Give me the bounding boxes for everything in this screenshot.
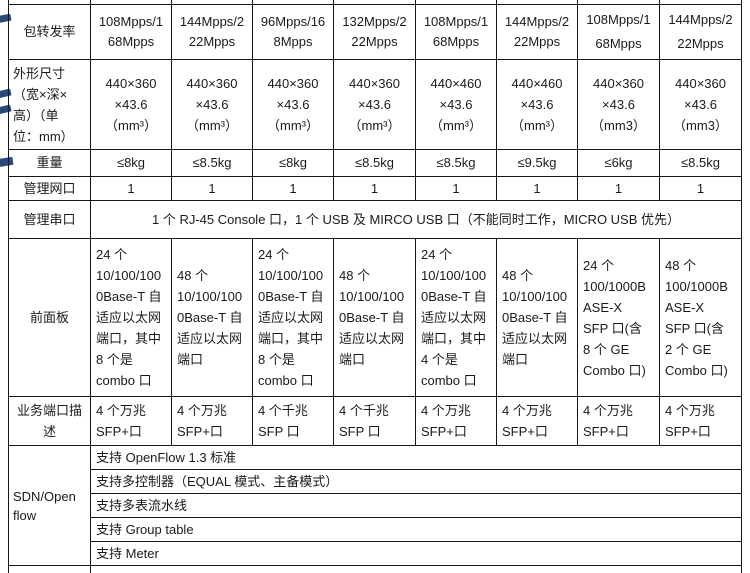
spec-cell: 144Mpps/2 22Mpps xyxy=(660,5,742,60)
spec-cell: 48 个 10/100/100 0Base-T 自 适应以太网 端口 xyxy=(172,239,253,397)
spec-cell: 440×460 ×43.6 （mm³） xyxy=(416,60,497,150)
spec-cell: 1 xyxy=(578,177,660,201)
spec-cell: 440×360 ×43.6 （mm³） xyxy=(334,60,416,150)
table-row-sdn: 支持多控制器（EQUAL 模式、主备模式） xyxy=(9,470,742,494)
spec-cell: ≤8kg xyxy=(253,150,334,177)
table-row-mgmt-port: 管理网口 1 1 1 1 1 1 1 1 xyxy=(9,177,742,201)
spec-cell-serial-span: 1 个 RJ-45 Console 口，1 个 USB 及 MIRCO USB … xyxy=(91,201,742,239)
sdn-feature-cell: 支持 Group table xyxy=(91,518,742,542)
spec-cell: ≤9.5kg xyxy=(497,150,578,177)
spec-cell: 1 xyxy=(660,177,742,201)
spec-cell: ≤8.5kg xyxy=(172,150,253,177)
spec-cell: 96Mpps/16 8Mpps xyxy=(253,5,334,60)
spec-cell: 24 个 100/1000B ASE-X SFP 口(含 8 个 GE Comb… xyxy=(578,239,660,397)
spec-cell: 24 个 10/100/100 0Base-T 自 适应以太网 端口，其中 4 … xyxy=(416,239,497,397)
spec-cell: 48 个 10/100/100 0Base-T 自 适应以太网 端口 xyxy=(497,239,578,397)
spec-cell: 4 个万兆 SFP+口 xyxy=(660,397,742,446)
spec-cell: 1 xyxy=(172,177,253,201)
spec-cell: 1 xyxy=(416,177,497,201)
spec-cell: 4 个千兆 SFP 口 xyxy=(253,397,334,446)
table-row-sdn: 支持 Group table xyxy=(9,518,742,542)
spec-cell: 108Mpps/1 68Mpps xyxy=(91,5,172,60)
row-label-front-panel: 前面板 xyxy=(9,239,91,397)
spec-cell: 440×460 ×43.6 （mm³） xyxy=(497,60,578,150)
spec-cell: 144Mpps/2 22Mpps xyxy=(172,5,253,60)
spec-cell: 440×360 ×43.6 （mm3） xyxy=(578,60,660,150)
spec-cell: 440×360 ×43.6 （mm³） xyxy=(172,60,253,150)
sdn-feature-cell: 支持 OpenFlow 1.3 标准 xyxy=(91,446,742,470)
spec-cell: 108Mpps/1 68Mpps xyxy=(416,5,497,60)
row-label-service-ports: 业务端口描 述 xyxy=(9,397,91,446)
sdn-feature-cell: 支持多表流水线 xyxy=(91,494,742,518)
spec-cell: ≤8.5kg xyxy=(334,150,416,177)
row-label-weight: 重量 xyxy=(9,150,91,177)
table-row-packet-rate: 包转发率 108Mpps/1 68Mpps 144Mpps/2 22Mpps 9… xyxy=(9,5,742,60)
spec-cell: 48 个 100/1000B ASE-X SFP 口(含 2 个 GE Comb… xyxy=(660,239,742,397)
spec-cell: 24 个 10/100/100 0Base-T 自 适应以太网 端口，其中 8 … xyxy=(253,239,334,397)
spec-cell: 440×360 ×43.6 （mm3） xyxy=(660,60,742,150)
sliver-cell xyxy=(9,566,91,573)
table-row-dimensions: 外形尺寸 （宽×深× 高）（单 位：mm） 440×360 ×43.6 （mm³… xyxy=(9,60,742,150)
table-row-service-ports: 业务端口描 述 4 个万兆 SFP+口 4 个万兆 SFP+口 4 个千兆 SF… xyxy=(9,397,742,446)
sliver-cell xyxy=(91,566,742,573)
spec-cell: 4 个万兆 SFP+口 xyxy=(172,397,253,446)
row-label-packet-rate: 包转发率 xyxy=(9,5,91,60)
table-row-sdn: 支持 Meter xyxy=(9,542,742,566)
spec-cell: 132Mpps/2 22Mpps xyxy=(334,5,416,60)
spec-cell: 440×360 ×43.6 （mm³） xyxy=(91,60,172,150)
row-label-serial-port: 管理串口 xyxy=(9,201,91,239)
row-label-mgmt-port: 管理网口 xyxy=(9,177,91,201)
spec-cell: ≤8kg xyxy=(91,150,172,177)
spec-cell: 1 xyxy=(91,177,172,201)
spec-table: 包转发率 108Mpps/1 68Mpps 144Mpps/2 22Mpps 9… xyxy=(8,0,742,573)
table-row-sdn: SDN/Open flow 支持 OpenFlow 1.3 标准 xyxy=(9,446,742,470)
spec-cell: 24 个 10/100/100 0Base-T 自 适应以太网 端口，其中 8 … xyxy=(91,239,172,397)
spec-cell: 1 xyxy=(334,177,416,201)
spec-cell: 144Mpps/2 22Mpps xyxy=(497,5,578,60)
table-row-front-panel: 前面板 24 个 10/100/100 0Base-T 自 适应以太网 端口，其… xyxy=(9,239,742,397)
spec-cell: ≤6kg xyxy=(578,150,660,177)
spec-cell: ≤8.5kg xyxy=(660,150,742,177)
spec-cell: ≤8.5kg xyxy=(416,150,497,177)
spec-cell: 4 个万兆 SFP+口 xyxy=(416,397,497,446)
spec-cell: 1 xyxy=(497,177,578,201)
spec-cell: 108Mpps/1 68Mpps xyxy=(578,5,660,60)
sdn-feature-cell: 支持多控制器（EQUAL 模式、主备模式） xyxy=(91,470,742,494)
row-label-dimensions: 外形尺寸 （宽×深× 高）（单 位：mm） xyxy=(9,60,91,150)
spec-cell: 1 xyxy=(253,177,334,201)
table-row-weight: 重量 ≤8kg ≤8.5kg ≤8kg ≤8.5kg ≤8.5kg ≤9.5kg… xyxy=(9,150,742,177)
spec-cell: 440×360 ×43.6 （mm³） xyxy=(253,60,334,150)
spec-cell: 48 个 10/100/100 0Base-T 自 适应以太网 端口 xyxy=(334,239,416,397)
spec-cell: 4 个万兆 SFP+口 xyxy=(578,397,660,446)
table-row-serial-port: 管理串口 1 个 RJ-45 Console 口，1 个 USB 及 MIRCO… xyxy=(9,201,742,239)
table-continuation-sliver xyxy=(9,566,742,573)
sdn-feature-cell: 支持 Meter xyxy=(91,542,742,566)
row-label-sdn: SDN/Open flow xyxy=(9,446,91,566)
spec-cell: 4 个万兆 SFP+口 xyxy=(91,397,172,446)
table-row-sdn: 支持多表流水线 xyxy=(9,494,742,518)
spec-cell: 4 个千兆 SFP 口 xyxy=(334,397,416,446)
spec-cell: 4 个万兆 SFP+口 xyxy=(497,397,578,446)
